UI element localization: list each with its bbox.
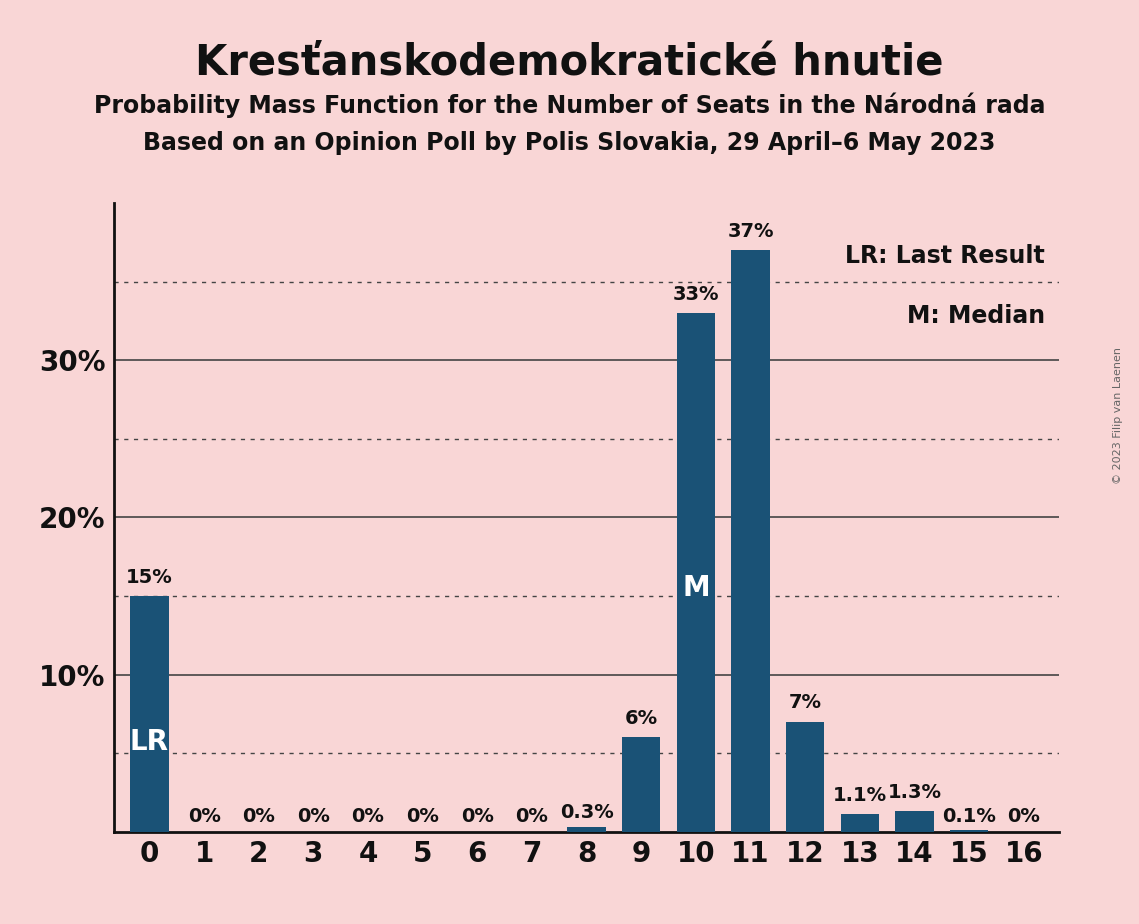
Text: 0%: 0% [297,807,330,826]
Text: 33%: 33% [673,285,719,304]
Bar [130,596,169,832]
Bar [567,827,606,832]
Text: 0%: 0% [461,807,493,826]
Text: 0%: 0% [516,807,548,826]
Text: 15%: 15% [126,567,173,587]
Bar [841,814,879,832]
Bar [786,722,825,832]
Text: Based on an Opinion Poll by Polis Slovakia, 29 April–6 May 2023: Based on an Opinion Poll by Polis Slovak… [144,131,995,155]
Text: 0.1%: 0.1% [942,807,995,826]
Bar [950,830,989,832]
Text: 0%: 0% [1007,807,1040,826]
Text: 0%: 0% [407,807,440,826]
Text: 37%: 37% [728,222,773,241]
Text: 1.3%: 1.3% [887,783,942,802]
Text: 7%: 7% [788,693,821,712]
Text: M: Median: M: Median [907,304,1046,328]
Text: 1.1%: 1.1% [833,786,887,805]
Bar [731,250,770,832]
Text: 0%: 0% [352,807,385,826]
Text: 6%: 6% [624,709,658,728]
Text: LR: LR [130,728,169,756]
Bar [895,811,934,832]
Text: LR: Last Result: LR: Last Result [845,244,1046,268]
Text: 0%: 0% [188,807,221,826]
Bar [677,313,715,832]
Text: M: M [682,574,710,602]
Text: © 2023 Filip van Laenen: © 2023 Filip van Laenen [1114,347,1123,484]
Text: Probability Mass Function for the Number of Seats in the Národná rada: Probability Mass Function for the Number… [93,92,1046,118]
Bar [622,737,661,832]
Text: 0%: 0% [243,807,276,826]
Text: 0.3%: 0.3% [559,803,614,822]
Text: Kresťanskodemokratické hnutie: Kresťanskodemokratické hnutie [195,42,944,83]
